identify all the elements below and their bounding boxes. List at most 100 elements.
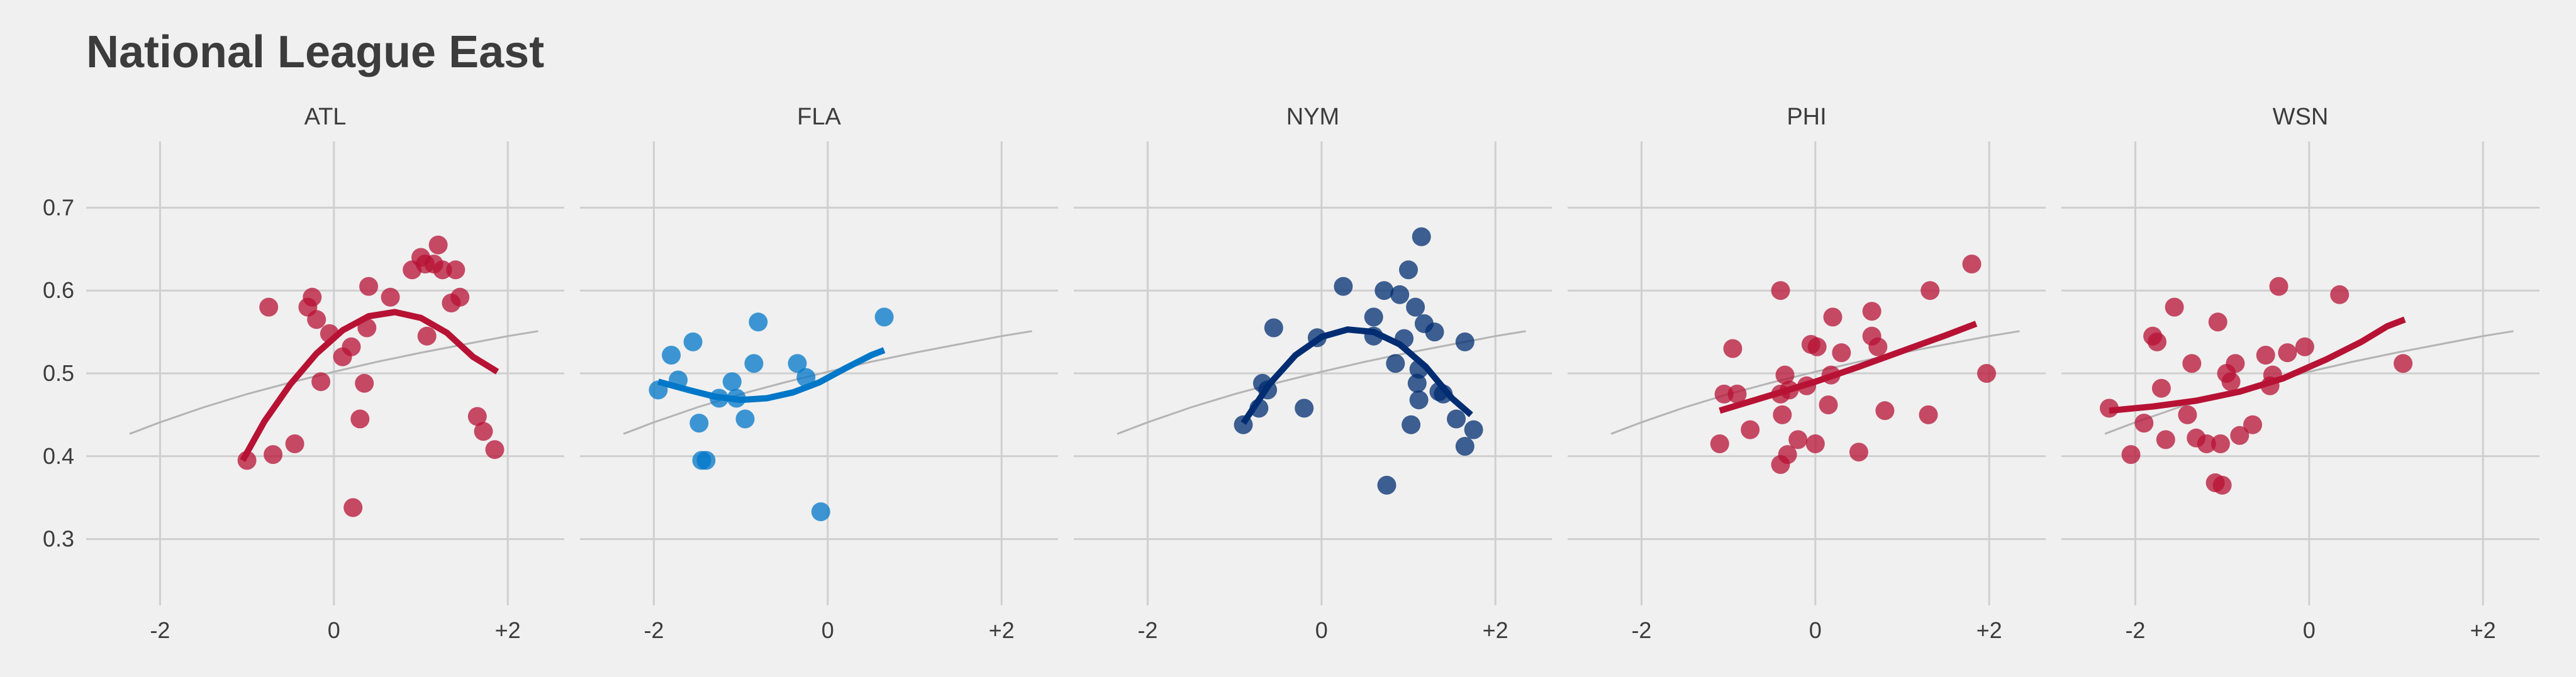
data-point <box>428 235 448 255</box>
x-tick-label: -2 <box>150 617 170 643</box>
data-point <box>1823 307 1843 327</box>
data-point <box>1788 430 1808 449</box>
y-tick-label: 0.7 <box>43 194 74 220</box>
x-tick-label: -2 <box>644 617 664 643</box>
data-point <box>485 440 505 460</box>
data-point <box>1723 339 1742 358</box>
data-point <box>474 422 493 441</box>
data-point <box>1406 297 1425 317</box>
facet-title: ATL <box>304 104 347 130</box>
facet-title: WSN <box>2273 104 2329 130</box>
data-point <box>467 407 487 426</box>
data-point <box>744 354 764 373</box>
data-point <box>2256 346 2275 365</box>
data-point <box>2212 475 2232 495</box>
trend-curve <box>240 309 499 462</box>
data-point <box>1386 354 1405 373</box>
x-tick-label: +2 <box>2470 617 2496 643</box>
data-point <box>1727 384 1747 404</box>
data-point <box>1390 285 1410 304</box>
data-point <box>1741 420 1760 439</box>
data-point <box>285 434 304 453</box>
y-tick-label: 0.4 <box>43 443 74 469</box>
data-point <box>343 498 363 517</box>
data-point <box>1455 332 1475 351</box>
reference-curve <box>129 330 538 435</box>
reference-curve <box>1610 330 2020 435</box>
data-point <box>355 373 374 393</box>
data-point <box>307 310 326 329</box>
data-point <box>2148 332 2166 351</box>
data-point <box>1464 420 1483 439</box>
data-point <box>1409 390 1429 410</box>
y-tick-label: 0.6 <box>43 277 74 303</box>
panel-nym: NYM -2 0 +2 <box>1074 104 1552 643</box>
chart-title: National League East <box>86 27 544 77</box>
data-point <box>446 260 466 280</box>
data-point <box>2182 354 2202 373</box>
data-point <box>735 409 755 429</box>
data-point <box>1425 322 1444 342</box>
x-tick-label: 0 <box>1809 617 1822 643</box>
data-point <box>1962 255 1982 273</box>
reference-curve <box>623 330 1032 435</box>
data-point <box>1862 302 1882 321</box>
data-point <box>1771 281 1790 300</box>
data-point <box>1295 399 1314 418</box>
data-point <box>1819 395 1838 415</box>
data-point <box>2121 445 2141 465</box>
data-point <box>696 451 716 470</box>
data-point <box>1805 434 1825 453</box>
data-point <box>1455 437 1475 456</box>
data-point <box>303 287 322 307</box>
data-point <box>1849 443 1868 462</box>
trend-curve <box>1241 326 1473 425</box>
x-tick-label: 0 <box>1315 617 1328 643</box>
data-point <box>350 409 370 429</box>
data-point <box>1264 318 1283 338</box>
data-point <box>1377 475 1397 495</box>
data-point <box>359 277 379 296</box>
facet-title: NYM <box>1286 104 1339 130</box>
panel-fla: FLA -2 0 +2 <box>580 104 1058 643</box>
data-point <box>381 287 400 307</box>
data-point <box>2226 354 2245 373</box>
data-point <box>2165 297 2184 317</box>
data-point <box>811 502 830 522</box>
trend-curve <box>2109 316 2406 414</box>
trend-curve <box>657 347 886 404</box>
data-point <box>2156 430 2175 449</box>
data-point <box>1807 337 1827 356</box>
data-point <box>433 260 452 280</box>
data-point <box>450 287 470 307</box>
x-tick-label: -2 <box>1137 617 1157 643</box>
data-point <box>2208 312 2228 332</box>
data-point <box>1832 343 1851 363</box>
panel-atl: ATL -2 0 +2 <box>86 104 564 643</box>
data-point <box>689 414 709 433</box>
trend-curve <box>1719 321 1978 414</box>
data-point <box>2330 285 2350 304</box>
data-point <box>1919 405 1938 424</box>
x-tick-label: +2 <box>989 617 1015 643</box>
data-point <box>662 346 681 365</box>
data-point <box>2269 277 2289 296</box>
x-tick-label: +2 <box>495 617 521 643</box>
data-point <box>1412 227 1431 246</box>
data-point <box>2151 378 2171 398</box>
data-point <box>1399 260 1418 280</box>
data-point <box>2211 434 2230 453</box>
data-point <box>1407 373 1427 393</box>
data-point <box>1447 409 1466 429</box>
y-tick-label: 0.5 <box>43 360 74 386</box>
data-point <box>722 372 742 392</box>
data-point <box>311 372 331 392</box>
data-point <box>2394 354 2413 373</box>
x-tick-label: 0 <box>822 617 834 643</box>
data-point <box>1773 405 1792 424</box>
x-tick-label: 0 <box>2303 617 2316 643</box>
data-point <box>2221 372 2241 392</box>
x-tick-label: +2 <box>1977 617 2002 643</box>
data-point <box>788 354 807 373</box>
